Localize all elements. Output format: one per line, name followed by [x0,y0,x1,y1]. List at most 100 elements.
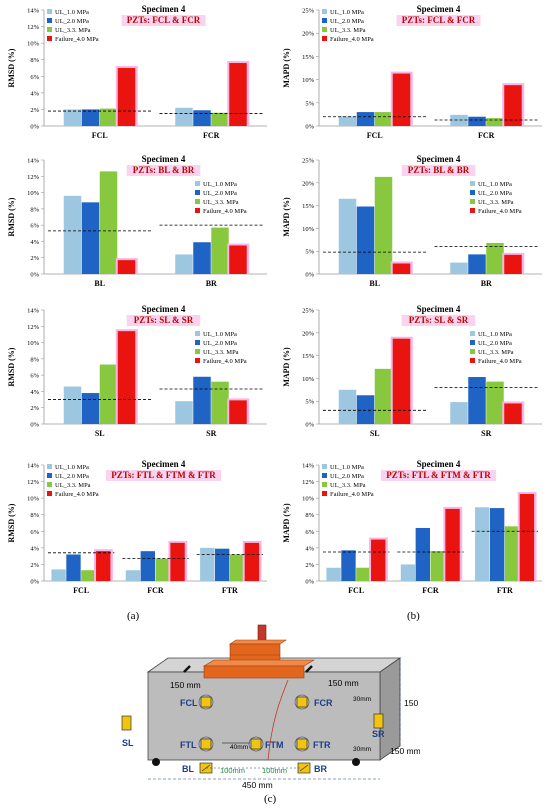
bar [392,73,411,126]
legend-entry: UL_2.0 MPa [203,340,237,347]
y-tick-label: 25% [302,158,315,165]
x-tick-label: BL [369,279,380,288]
y-tick-label: 20% [302,31,315,38]
bar [468,116,486,126]
bar [504,403,522,424]
x-tick-label: FCL [73,586,89,595]
y-tick-label: 12% [27,174,40,181]
bar [450,262,468,274]
crack-line [267,679,289,761]
svg-text:BL: BL [182,764,194,774]
legend-swatch [47,464,52,469]
legend-entry: Failure_4.0 MPa [55,36,99,43]
subtitle-highlight [401,315,476,326]
legend-entry: UL_3.3. MPa [478,199,514,206]
legend-swatch [322,27,327,32]
legend-entry: UL_2.0 MPa [330,473,364,480]
bar [51,569,66,581]
bar [338,116,357,126]
legend-swatch [47,473,52,478]
x-tick-label: FCL [367,131,383,140]
y-tick-label: 10% [302,496,315,503]
legend-entry: UL_3.3. MPa [203,199,239,206]
bar [415,527,430,581]
chart-mapd-fcl-fcr: 0% 5% 10% 15% 20% 25% MAPD (%) FCL FCR Specimen 4… [282,4,542,140]
y-tick-label: 2% [30,562,39,569]
legend-swatch [195,208,200,213]
bar [175,401,193,424]
y-tick-label: 5% [305,100,314,107]
y-tick-label: 25% [302,308,315,315]
chart-mapd-ftl-ftm-ftr: 0% 2% 4% 6% 8% 10% 12% 14% MAPD (%) FCL FCR FTR Spec… [282,459,542,595]
y-tick-label: 0% [305,272,314,279]
chart-title: Specimen 4 [142,459,186,469]
x-tick-label: BR [481,279,492,288]
bar [229,63,247,126]
beam-front-face [147,671,381,761]
x-tick-label: FTR [222,586,238,595]
bar [63,109,82,126]
x-tick-label: SR [481,429,491,438]
bar [140,551,155,581]
dim-100-right: 100mm [262,766,287,775]
legend-entry: UL_1.0 MPa [55,9,89,16]
bar [229,554,245,581]
bar [63,195,82,274]
legend-entry: UL_3.3. MPa [55,27,91,34]
svg-text:FCR: FCR [314,698,333,708]
chart-rmsd-sl-sr: 0% 2% 4% 6% 8% 10% 12% 14% RMSD (%) SL SR Specimen … [7,304,267,438]
bar [81,202,100,274]
dim-top-left: 150 mm [170,680,201,690]
y-tick-label: 10% [27,41,40,48]
y-tick-label: 0% [30,272,39,279]
chart-rmsd-ftl-ftm-ftr: 0% 2% 4% 6% 8% 10% 12% 14% RMSD (%) FCL FCR FTR Spec… [7,459,267,595]
y-tick-label: 4% [30,389,39,396]
y-axis-label: MAPD (%) [282,347,291,387]
legend-swatch [47,491,52,496]
y-tick-label: 25% [302,8,315,15]
legend-swatch [47,9,52,14]
legend-swatch [322,473,327,478]
svg-text:FTR: FTR [313,740,331,750]
legend-entry: UL_3.3. MPa [55,482,91,489]
legend-swatch [470,190,475,195]
subtitle-highlight [396,15,481,26]
y-tick-label: 6% [305,529,314,536]
svg-text:SL: SL [122,738,134,748]
bar [392,263,411,274]
bar [468,377,486,424]
bar [63,386,82,424]
x-tick-label: FTR [497,586,513,595]
y-tick-label: 5% [305,399,314,406]
y-axis-label: RMSD (%) [7,503,16,542]
bar [468,254,486,274]
legend-entry: UL_3.3. MPa [478,349,514,356]
svg-text:SR: SR [372,729,385,739]
legend-entry: UL_2.0 MPa [478,190,512,197]
y-tick-label: 10% [27,190,40,197]
y-tick-label: 20% [302,330,315,337]
subtitle-highlight [380,470,497,481]
chart-title: Specimen 4 [417,4,461,14]
legend-entry: UL_1.0 MPa [330,9,364,16]
bar [374,368,393,424]
bar [450,402,468,424]
bar [338,389,357,424]
caption-a: (a) [127,610,140,622]
x-tick-label: BR [206,279,217,288]
dim-30-top: 30mm [353,696,371,703]
legend-swatch [195,199,200,204]
chart-subtitle: PZTs: BL & BR [408,165,470,175]
bar [117,260,136,274]
legend-entry: UL_1.0 MPa [203,181,237,188]
legend-entry: Failure_4.0 MPa [55,491,99,498]
bar [475,507,490,581]
y-tick-label: 10% [27,496,40,503]
legend-entry: UL_2.0 MPa [203,190,237,197]
y-tick-label: 14% [27,308,40,315]
legend-entry: Failure_4.0 MPa [478,208,522,215]
y-tick-label: 2% [305,562,314,569]
legend-entry: UL_3.3. MPa [330,482,366,489]
legend-swatch [470,199,475,204]
y-tick-label: 14% [27,158,40,165]
